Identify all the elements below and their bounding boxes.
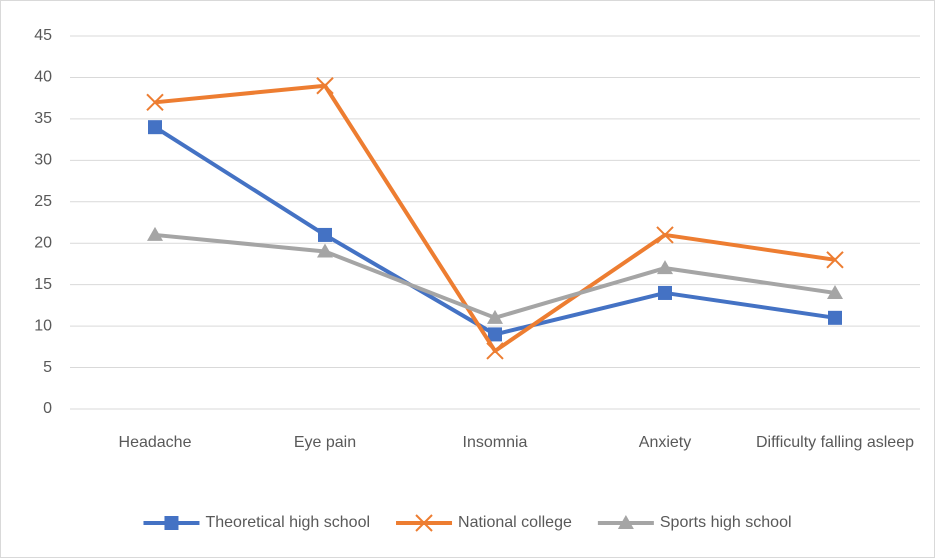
y-tick-label: 35 [34, 110, 52, 127]
marker [827, 284, 843, 299]
y-tick-label: 30 [34, 152, 52, 169]
y-tick-label: 25 [34, 193, 52, 210]
legend-marker [164, 516, 179, 530]
legend-item: Sports high school [597, 514, 792, 531]
marker [146, 93, 164, 112]
y-tick-label: 15 [34, 276, 52, 293]
y-tick-label: 45 [34, 27, 52, 44]
marker [656, 226, 674, 244]
x-tick-label: Insomnia [463, 434, 528, 451]
x-tick-label: Difficulty falling asleep [756, 434, 914, 451]
marker [826, 251, 844, 269]
marker [316, 77, 334, 95]
y-tick-label: 20 [34, 234, 52, 251]
y-tick-label: 5 [43, 359, 52, 376]
legend-item: Theoretical high school [143, 514, 370, 531]
marker [487, 309, 503, 324]
marker [147, 226, 163, 241]
marker [486, 342, 504, 360]
marker [318, 227, 332, 242]
marker [317, 243, 333, 258]
legend-label: National college [458, 514, 572, 531]
y-tick-label: 40 [34, 69, 52, 86]
marker [148, 120, 162, 135]
y-tick-label: 10 [34, 317, 52, 334]
marker [828, 310, 842, 325]
x-tick-label: Headache [119, 434, 192, 451]
marker [488, 327, 502, 342]
legend-label: Sports high school [660, 514, 792, 531]
legend-marker [617, 515, 634, 529]
x-tick-label: Anxiety [639, 434, 691, 451]
marker [657, 260, 673, 275]
x-tick-label: Eye pain [294, 434, 356, 451]
legend-label: Theoretical high school [205, 514, 370, 531]
marker [658, 285, 672, 300]
legend-item: National college [396, 514, 572, 532]
y-tick-label: 0 [43, 400, 52, 417]
legend-marker [415, 514, 433, 532]
